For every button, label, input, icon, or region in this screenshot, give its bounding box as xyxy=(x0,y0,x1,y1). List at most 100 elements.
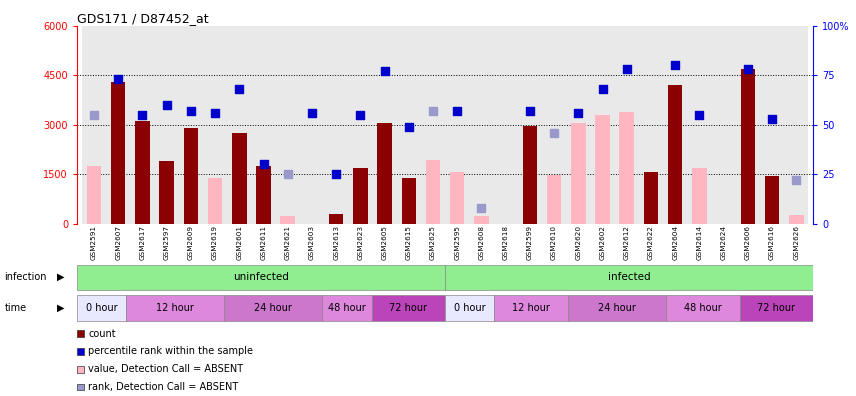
Bar xyxy=(469,26,494,224)
Point xyxy=(184,108,198,114)
Bar xyxy=(77,265,445,290)
Point xyxy=(572,110,586,116)
Bar xyxy=(547,175,562,224)
Text: 72 hour: 72 hour xyxy=(758,303,795,313)
Bar xyxy=(568,295,666,321)
Point xyxy=(305,110,318,116)
Text: percentile rank within the sample: percentile rank within the sample xyxy=(88,346,253,356)
Bar xyxy=(518,26,542,224)
Bar xyxy=(227,26,252,224)
Bar xyxy=(77,348,85,355)
Point xyxy=(281,171,294,177)
Bar xyxy=(644,171,658,224)
Bar xyxy=(77,295,126,321)
Point xyxy=(377,68,391,74)
Text: time: time xyxy=(4,303,27,313)
Bar xyxy=(155,26,179,224)
Point xyxy=(669,62,682,69)
Bar xyxy=(425,160,440,224)
Bar xyxy=(372,26,396,224)
Bar xyxy=(179,26,203,224)
Bar xyxy=(789,215,804,224)
Point xyxy=(523,108,537,114)
Point xyxy=(426,108,440,114)
Text: 0 hour: 0 hour xyxy=(86,303,117,313)
Bar xyxy=(106,26,130,224)
Bar xyxy=(666,295,740,321)
Point xyxy=(87,112,101,118)
Bar xyxy=(348,26,372,224)
Text: 48 hour: 48 hour xyxy=(328,303,366,313)
Point xyxy=(330,171,343,177)
Bar xyxy=(77,384,85,390)
Bar xyxy=(571,123,586,224)
Point xyxy=(402,124,416,130)
Text: GDS171 / D87452_at: GDS171 / D87452_at xyxy=(77,11,209,25)
Text: infected: infected xyxy=(608,272,651,282)
Bar xyxy=(615,26,639,224)
Bar xyxy=(323,295,372,321)
Point xyxy=(450,108,464,114)
Text: 0 hour: 0 hour xyxy=(454,303,485,313)
Point xyxy=(547,129,561,136)
Point xyxy=(354,112,367,118)
Text: ▶: ▶ xyxy=(56,303,64,313)
Point xyxy=(233,86,247,92)
Bar xyxy=(135,122,150,224)
Bar xyxy=(639,26,663,224)
Text: rank, Detection Call = ABSENT: rank, Detection Call = ABSENT xyxy=(88,382,239,392)
Bar xyxy=(595,116,609,224)
Bar xyxy=(203,26,227,224)
Bar xyxy=(740,69,755,224)
Bar xyxy=(445,26,469,224)
Bar xyxy=(396,26,421,224)
Bar xyxy=(663,26,687,224)
Bar xyxy=(86,166,101,224)
Bar xyxy=(377,123,392,224)
Bar xyxy=(208,178,223,224)
Point xyxy=(257,161,270,168)
Bar xyxy=(687,26,711,224)
Bar xyxy=(668,85,682,224)
Bar xyxy=(401,178,416,224)
Point xyxy=(135,112,149,118)
Point xyxy=(693,112,706,118)
Bar xyxy=(130,26,155,224)
Bar xyxy=(474,217,489,224)
Text: value, Detection Call = ABSENT: value, Detection Call = ABSENT xyxy=(88,364,243,374)
Bar xyxy=(542,26,566,224)
Bar xyxy=(372,295,445,321)
Bar xyxy=(620,112,634,224)
Point xyxy=(789,177,803,183)
Bar xyxy=(591,26,615,224)
Point xyxy=(596,86,609,92)
Bar xyxy=(421,26,445,224)
Bar xyxy=(494,26,518,224)
Bar xyxy=(159,161,174,224)
Bar xyxy=(740,295,813,321)
Text: 12 hour: 12 hour xyxy=(157,303,194,313)
Bar xyxy=(256,166,270,224)
Point xyxy=(741,66,755,72)
Text: 72 hour: 72 hour xyxy=(389,303,427,313)
Bar xyxy=(77,366,85,373)
Text: ▶: ▶ xyxy=(56,272,64,282)
Point xyxy=(765,116,779,122)
Bar xyxy=(77,330,85,337)
Bar xyxy=(711,26,735,224)
Point xyxy=(111,76,125,82)
Text: infection: infection xyxy=(4,272,47,282)
Point xyxy=(160,102,174,108)
Bar xyxy=(764,176,779,224)
Point xyxy=(620,66,633,72)
Bar xyxy=(224,295,323,321)
Bar xyxy=(735,26,760,224)
Bar xyxy=(523,126,537,224)
Bar xyxy=(760,26,784,224)
Text: 12 hour: 12 hour xyxy=(512,303,550,313)
Text: count: count xyxy=(88,329,116,339)
Text: 24 hour: 24 hour xyxy=(254,303,292,313)
Bar xyxy=(450,171,465,224)
Text: uninfected: uninfected xyxy=(233,272,289,282)
Bar xyxy=(300,26,324,224)
